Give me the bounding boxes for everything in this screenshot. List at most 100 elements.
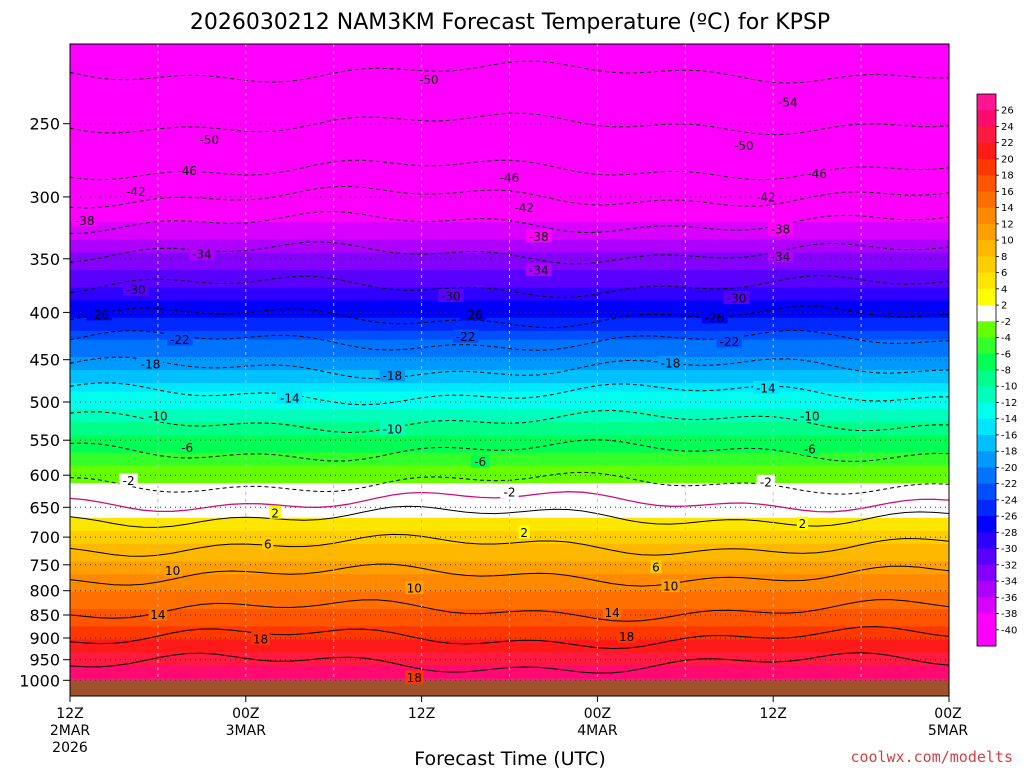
colorbar-swatch: [977, 223, 996, 241]
isotherm-label: -30: [126, 283, 146, 297]
isotherm-label-bg: [167, 332, 193, 346]
credit-text: coolwx.com/modelts: [850, 748, 1013, 766]
temperature-band: [70, 417, 949, 423]
isotherm-label-bg: [753, 189, 779, 203]
isotherm-label: 10: [663, 580, 678, 594]
temperature-band: [70, 600, 949, 606]
x-tick-label: 12Z: [56, 706, 83, 722]
colorbar-label: -14: [1001, 414, 1017, 425]
isotherm-label: -22: [170, 333, 190, 347]
temperature-band: [70, 256, 949, 262]
chart-title: 2026030212 NAM3KM Forecast Temperature (…: [190, 10, 830, 35]
isotherm-label: -2: [504, 486, 516, 500]
isotherm-line: [70, 159, 949, 181]
isotherm-line: [70, 112, 949, 136]
temperature-band: [70, 404, 949, 410]
temperature-band: [70, 622, 949, 628]
colorbar-swatch: [977, 564, 996, 582]
temperature-band: [70, 313, 949, 319]
isotherm-label-bg: [753, 381, 779, 395]
temperature-band: [70, 669, 949, 675]
isotherm-label-bg: [756, 474, 776, 488]
colorbar-swatch: [977, 402, 996, 420]
isotherm-label: -22: [456, 330, 476, 344]
x-tick-label: 12Z: [408, 706, 435, 722]
y-tick-label: 300: [29, 188, 60, 207]
colorbar-swatch: [977, 370, 996, 387]
y-tick-label: 800: [29, 582, 60, 601]
isotherm-label: -14: [280, 391, 300, 405]
isotherm-label: -46: [500, 171, 520, 185]
isotherm-line: [70, 563, 949, 587]
temperature-band: [70, 96, 949, 102]
isotherm-label: -42: [514, 201, 534, 215]
isotherm-label-bg: [123, 282, 149, 296]
temperature-band: [70, 226, 949, 232]
colorbar-swatch: [977, 434, 996, 452]
colorbar: 26 24 22 20 18 16 14 12 10 8 6 4 2 -2 -4 -6 -8 -10 -12 -14 -…: [976, 93, 1017, 647]
isotherm-label: 10: [407, 582, 422, 596]
temperature-band: [70, 426, 949, 432]
y-tick-label: 850: [29, 606, 60, 625]
temperature-band: [70, 443, 949, 449]
temperature-band: [70, 430, 949, 436]
temperature-band: [70, 496, 949, 501]
x-tick-label: 00Z: [584, 706, 611, 722]
isotherm-label-bg: [145, 409, 171, 423]
isotherm-label: -30: [441, 290, 461, 304]
isotherm-label: -34: [192, 248, 212, 262]
temperature-band: [70, 500, 949, 506]
temperature-band: [70, 248, 949, 254]
isotherm-label: -30: [727, 292, 747, 306]
colorbar-swatch: [977, 629, 996, 647]
colorbar-swatch: [977, 126, 996, 144]
isotherm-label: -46: [177, 164, 197, 178]
temperature-band: [70, 613, 949, 619]
colorbar-label: -24: [1001, 495, 1017, 506]
isotherm-line: [70, 382, 949, 406]
isotherm-label: -34: [771, 250, 791, 264]
isotherm-label-bg: [657, 356, 684, 370]
isotherm-label-bg: [460, 307, 486, 321]
temperature-band: [70, 200, 949, 206]
colorbar-label: -26: [1001, 512, 1017, 523]
temperature-band: [70, 165, 949, 171]
isotherm-label-bg: [71, 213, 98, 227]
temperature-band: [70, 530, 949, 536]
colorbar-label: -28: [1001, 528, 1017, 539]
isotherm-label: -46: [807, 167, 827, 181]
temperature-band: [70, 383, 949, 388]
temperature-band: [70, 222, 949, 228]
isotherm-label-bg: [119, 473, 138, 487]
isotherm-label-bg: [148, 607, 168, 621]
isotherm-label-bg: [416, 72, 442, 86]
temperature-band: [70, 278, 949, 284]
colorbar-label: 10: [1001, 236, 1014, 247]
temperature-band: [70, 556, 949, 562]
colorbar-swatch: [977, 288, 996, 306]
temperature-band: [70, 187, 949, 193]
temperature-band: [70, 604, 949, 610]
colorbar-swatch: [977, 597, 996, 615]
colorbar-swatch: [977, 353, 996, 371]
isotherm-labels: -50 -50 -50 -54 -46 -46 -46 -42 -42 -42 -38 -38 -38 -…: [71, 72, 830, 685]
isotherm-label-bg: [452, 329, 479, 343]
colorbar-label: -38: [1001, 609, 1017, 620]
isotherm-label-bg: [196, 132, 222, 146]
colorbar-swatch: [977, 532, 996, 550]
isotherm-label: -50: [419, 73, 439, 87]
temperature-band: [70, 65, 949, 71]
temperature-band: [70, 130, 949, 136]
temperature-band: [70, 335, 949, 341]
temperature-band: [70, 370, 949, 375]
temperature-band: [70, 578, 949, 584]
isotherm-label-bg: [438, 289, 464, 302]
temperature-band: [70, 317, 949, 323]
y-tick-label: 1000: [19, 671, 60, 690]
colorbar-swatch: [977, 256, 996, 274]
colorbar-label: 16: [1001, 187, 1014, 198]
isotherm-line: [70, 60, 949, 84]
temperature-band: [70, 235, 949, 241]
isotherm-label-bg: [800, 441, 819, 455]
